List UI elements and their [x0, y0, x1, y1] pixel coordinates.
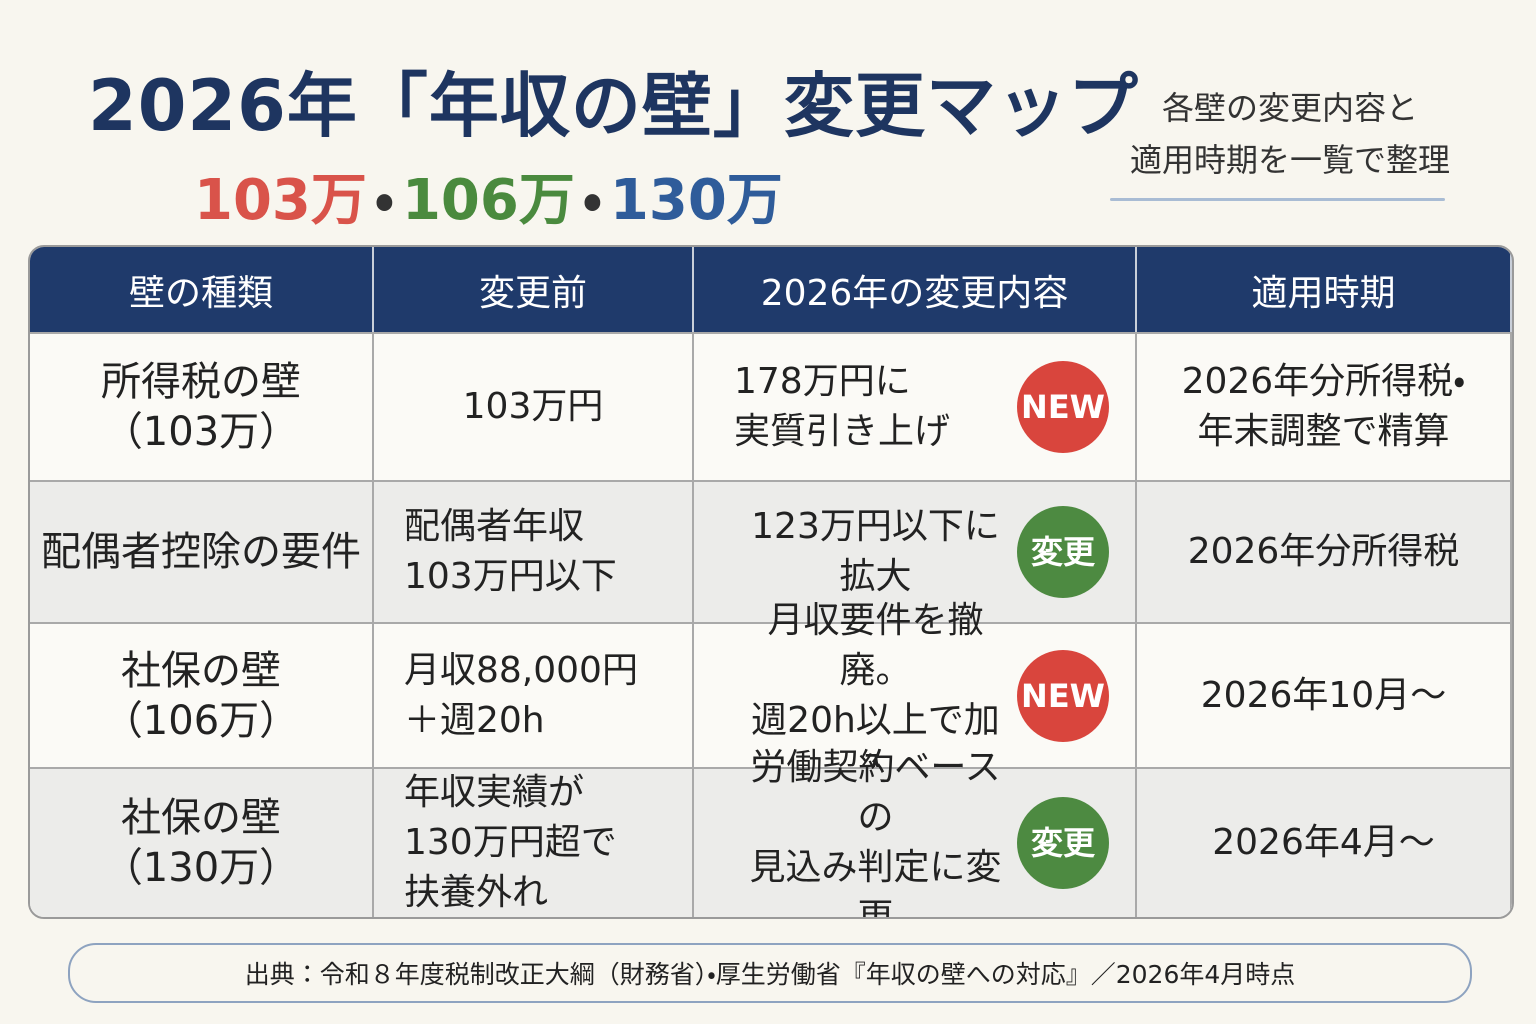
- cell-before: 年収実績が 130万円超で 扶養外れ: [374, 767, 694, 917]
- amounts: 103万・ 106万・ 130万: [190, 155, 787, 236]
- cell-type: 配偶者控除の要件: [30, 480, 374, 622]
- table: 壁の種類 変更前 2026年の変更内容 適用時期所得税の壁 （103万） 103万円 178…: [28, 245, 1514, 919]
- cell-change: 労働契約ベースの見込み判定に変更 変更: [694, 747, 1137, 917]
- amount: 130万: [609, 168, 783, 233]
- cell-line: 2026年10月～: [1200, 674, 1447, 716]
- cell-timing: 2026年10月～: [1137, 622, 1512, 767]
- cell-line: 月収要件を撤廃。: [767, 599, 984, 691]
- cell-line: 労働契約ベースの: [750, 747, 1001, 838]
- column-header: 変更前: [374, 247, 694, 332]
- cell-line: 178万円に: [734, 361, 911, 402]
- column-header: 壁の種類: [30, 247, 374, 332]
- column-header: 2026年の変更内容: [694, 247, 1137, 332]
- badge: 変更: [1017, 797, 1109, 889]
- cell-line: （103万）: [102, 409, 300, 455]
- separator: ・: [374, 168, 394, 233]
- cell-line: 130万円超で: [404, 822, 617, 863]
- divider: [1110, 198, 1445, 201]
- cell-type: 所得税の壁 （103万）: [30, 332, 374, 480]
- change-text: 月収要件を撤廃。週20h以上で加入: [734, 596, 1017, 796]
- cell-line: 年収実績が: [404, 772, 585, 813]
- cell-line: 103万円以下: [404, 556, 617, 597]
- amount: 106万: [401, 168, 575, 233]
- badge: NEW: [1017, 361, 1109, 453]
- note-line-text: 適用時期を一覧で整理: [1129, 141, 1450, 179]
- title: 2026年「年収の壁」変更マップ: [88, 65, 1139, 147]
- cell-line: 社保の壁: [121, 795, 281, 841]
- change-text: 123万円以下に拡大: [734, 502, 1017, 602]
- cell-type: 社保の壁 （106万）: [30, 622, 374, 767]
- cell-line: 社保の壁: [121, 647, 281, 694]
- cell-line: 所得税の壁: [101, 359, 301, 405]
- change-text: 178万円に 実質引き上げ: [734, 357, 950, 457]
- cell-line: 配偶者年収: [404, 506, 585, 547]
- badge: NEW: [1017, 649, 1109, 742]
- cell-change: 123万円以下に拡大 変更: [694, 480, 1137, 622]
- source: 出典：令和８年度税制改正大綱（財務省）・厚生労働省『年収の壁への対応』／2026…: [68, 943, 1472, 1003]
- cell-timing: 2026年4月～: [1137, 767, 1512, 917]
- column-header: 適用時期: [1137, 247, 1512, 332]
- cell-line: （106万）: [102, 697, 300, 744]
- separator: ・: [582, 168, 602, 233]
- cell-before: 月収88,000円 ＋週20h: [374, 622, 694, 767]
- cell-line: 配偶者控除の要件: [41, 529, 361, 575]
- cell-before: 配偶者年収 103万円以下: [374, 480, 694, 622]
- cell-timing: 2026年分所得税・ 年末調整で精算: [1137, 332, 1512, 480]
- amount: 103万: [194, 168, 367, 233]
- cell-line: 123万円以下に拡大: [751, 506, 1000, 597]
- cell-line: 年末調整で精算: [1197, 411, 1450, 452]
- note-line-text: 各壁の変更内容と: [1161, 89, 1418, 127]
- cell-change: 178万円に 実質引き上げ NEW: [694, 332, 1137, 480]
- cell-line: 見込み判定に変更: [749, 847, 1002, 919]
- cell-before: 103万円: [374, 332, 694, 480]
- cell-line: 2026年分所得税・: [1181, 361, 1466, 402]
- cell-line: （130万）: [102, 845, 300, 891]
- cell-type: 社保の壁 （130万）: [30, 767, 374, 917]
- cell-timing: 2026年分所得税: [1137, 480, 1512, 622]
- cell-line: 月収88,000円: [404, 649, 638, 691]
- change-text: 労働契約ベースの見込み判定に変更: [734, 743, 1017, 919]
- cell-line: 実質引き上げ: [734, 411, 951, 452]
- cell-line: 扶養外れ: [404, 872, 549, 913]
- cell-line: 103万円: [462, 386, 604, 427]
- cell-change: 月収要件を撤廃。週20h以上で加入NEW: [694, 600, 1137, 791]
- cell-line: ＋週20h: [404, 699, 545, 741]
- badge: 変更: [1017, 506, 1109, 598]
- cell-line: 2026年4月～: [1212, 822, 1435, 863]
- cell-line: 2026年分所得税: [1187, 531, 1460, 572]
- note: 各壁の変更内容と 適用時期を一覧で整理: [1110, 82, 1470, 186]
